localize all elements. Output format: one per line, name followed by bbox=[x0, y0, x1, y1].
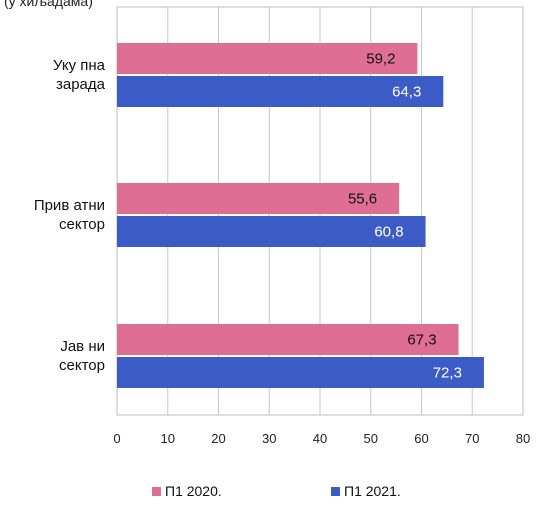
legend-swatch bbox=[331, 487, 340, 496]
x-tick-label: 20 bbox=[211, 431, 225, 446]
data-label: 67,3 bbox=[407, 332, 436, 349]
bar bbox=[117, 183, 400, 214]
x-tick-label: 10 bbox=[161, 431, 175, 446]
bars bbox=[117, 43, 484, 388]
bar bbox=[117, 357, 484, 388]
bar bbox=[117, 216, 426, 247]
data-labels: 59,2 64,3 55,6 60,8 67,3 72,3 bbox=[348, 51, 462, 382]
data-label: 55,6 bbox=[348, 191, 377, 208]
x-tick-label: 70 bbox=[465, 431, 479, 446]
x-tick-label: 80 bbox=[516, 431, 530, 446]
chart-header-fragment: (у хиљадама) bbox=[4, 0, 93, 9]
x-tick-label: 60 bbox=[414, 431, 428, 446]
x-tick-label: 0 bbox=[113, 431, 120, 446]
legend: П1 2020. П1 2021. bbox=[152, 483, 401, 499]
data-label: 60,8 bbox=[374, 224, 403, 241]
data-label: 59,2 bbox=[366, 51, 395, 68]
category-label: Прив атни сектор bbox=[34, 197, 105, 233]
data-label: 72,3 bbox=[433, 365, 462, 382]
data-label: 64,3 bbox=[392, 84, 421, 101]
bar bbox=[117, 324, 459, 355]
legend-swatch bbox=[152, 487, 161, 496]
legend-label: П1 2021. bbox=[344, 483, 401, 499]
bar bbox=[117, 43, 418, 74]
category-label: Уку пна зарада bbox=[53, 57, 106, 93]
category-label: Јав ни сектор bbox=[59, 338, 105, 374]
category-labels: Уку пна зарада Прив атни сектор Јав ни сектор bbox=[34, 57, 106, 374]
x-axis-ticks: 0 10 20 30 40 50 60 70 80 bbox=[113, 431, 530, 446]
x-tick-label: 30 bbox=[262, 431, 276, 446]
x-tick-label: 40 bbox=[313, 431, 327, 446]
bar bbox=[117, 76, 444, 107]
x-tick-label: 50 bbox=[364, 431, 378, 446]
legend-label: П1 2020. bbox=[165, 483, 222, 499]
